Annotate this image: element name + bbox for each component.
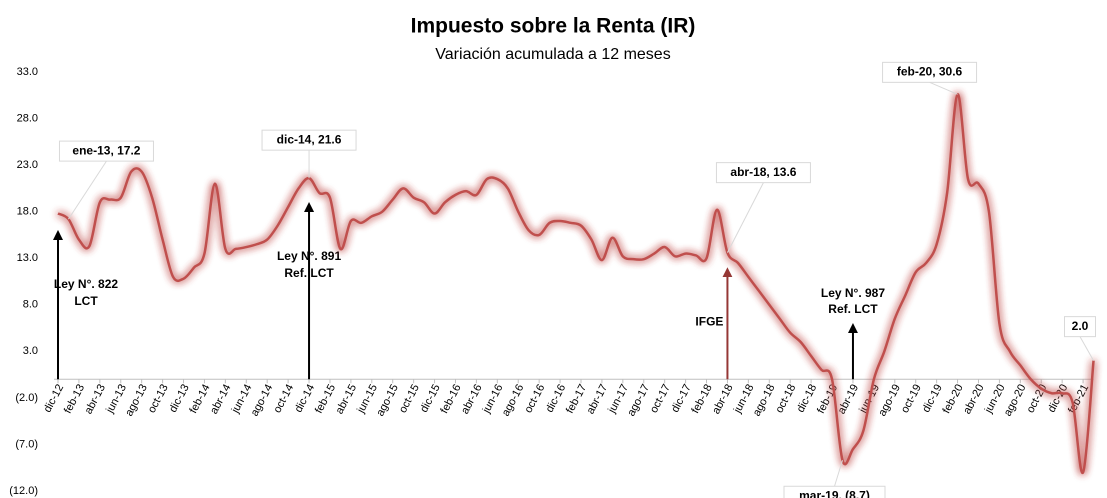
- x-tick-label: oct-13: [146, 382, 171, 415]
- x-tick-label: abr-17: [585, 382, 611, 416]
- label-leader: [1079, 336, 1094, 361]
- x-tick-label: abr-20: [961, 382, 987, 416]
- x-tick-label: oct-19: [899, 382, 924, 415]
- data-label: abr-18, 13.6: [730, 165, 796, 179]
- chart-title: Impuesto sobre la Renta (IR): [411, 15, 696, 38]
- y-tick-label: 33.0: [17, 66, 38, 78]
- label-leader: [929, 81, 958, 95]
- annotation-text: LCT: [74, 294, 98, 308]
- data-label: 2.0: [1072, 319, 1089, 333]
- annotation-text: IFGE: [695, 314, 723, 328]
- label-leader: [68, 160, 107, 220]
- y-tick-label: 28.0: [17, 112, 38, 124]
- y-tick-label: 18.0: [17, 206, 38, 218]
- x-tick-label: oct-14: [271, 382, 296, 415]
- y-tick-label: (7.0): [15, 438, 38, 450]
- data-label: dic-14, 21.6: [277, 132, 342, 146]
- annotation-text: Ref. LCT: [828, 302, 878, 316]
- label-box: [882, 61, 978, 83]
- x-tick-label: oct-18: [773, 382, 798, 415]
- x-tick-label: oct-20: [1025, 382, 1050, 415]
- x-tick-label: oct-15: [397, 382, 422, 415]
- y-tick-label: (12.0): [9, 485, 38, 497]
- x-tick-label: abr-19: [836, 382, 862, 416]
- annotation-text: Ley N°. 987: [821, 286, 885, 300]
- x-tick-label: abr-14: [208, 382, 234, 416]
- annotation-text: Ley N°. 822: [54, 277, 118, 291]
- x-tick-label: abr-15: [334, 382, 360, 416]
- data-label: mar-19, (8.7): [799, 488, 870, 498]
- label-leader: [834, 460, 843, 487]
- x-tick-label: abr-13: [83, 382, 109, 416]
- data-label: ene-13, 17.2: [72, 143, 140, 157]
- label-box: [261, 129, 357, 151]
- label-leader: [726, 182, 764, 253]
- y-tick-label: (2.0): [15, 392, 38, 404]
- data-label: feb-20, 30.6: [897, 65, 963, 79]
- x-tick-label: oct-17: [648, 382, 673, 415]
- annotation-text: Ley N°. 891: [277, 249, 341, 263]
- label-box: [58, 140, 154, 162]
- y-tick-label: 23.0: [17, 159, 38, 171]
- x-tick-label: feb-21: [1066, 382, 1091, 415]
- label-box: [1064, 316, 1096, 338]
- label-box: [783, 485, 886, 498]
- y-tick-label: 8.0: [23, 299, 38, 311]
- annotation-text: Ref. LCT: [284, 266, 334, 280]
- label-box: [715, 162, 811, 184]
- y-tick-label: 3.0: [23, 345, 38, 357]
- x-tick-label: oct-16: [522, 382, 547, 415]
- x-tick-label: abr-18: [710, 382, 736, 416]
- y-tick-label: 13.0: [17, 252, 38, 264]
- line: [57, 93, 1095, 474]
- x-tick-label: abr-16: [459, 382, 485, 416]
- chart-subtitle: Variación acumulada a 12 meses: [435, 46, 670, 63]
